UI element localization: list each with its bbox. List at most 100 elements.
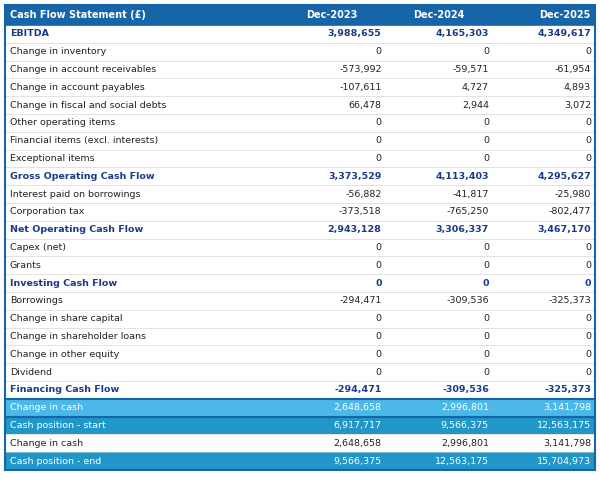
Text: -294,471: -294,471: [339, 296, 382, 305]
Text: Grants: Grants: [10, 261, 42, 270]
Text: -373,518: -373,518: [339, 208, 382, 217]
Bar: [5, 399, 595, 417]
Text: Change in cash: Change in cash: [10, 439, 83, 448]
Bar: [5, 345, 595, 363]
Bar: [5, 150, 595, 167]
Text: 0: 0: [585, 118, 591, 127]
Bar: [5, 310, 595, 328]
Bar: [5, 239, 595, 256]
Text: 0: 0: [483, 261, 489, 270]
Text: -765,250: -765,250: [446, 208, 489, 217]
Text: Dividend: Dividend: [10, 368, 52, 377]
Text: 0: 0: [375, 278, 382, 287]
Text: -25,980: -25,980: [554, 190, 591, 199]
Bar: [5, 221, 595, 239]
Text: 3,141,798: 3,141,798: [543, 439, 591, 448]
Text: -325,373: -325,373: [544, 385, 591, 394]
Bar: [5, 274, 595, 292]
Text: 0: 0: [483, 314, 489, 323]
Bar: [5, 96, 595, 114]
Text: -294,471: -294,471: [334, 385, 382, 394]
Text: -309,536: -309,536: [442, 385, 489, 394]
Bar: [5, 452, 595, 470]
Bar: [5, 78, 595, 96]
Bar: [5, 435, 595, 452]
Text: EBITDA: EBITDA: [10, 29, 49, 38]
Text: 0: 0: [376, 368, 382, 377]
Bar: [5, 167, 595, 185]
Text: Change in shareholder loans: Change in shareholder loans: [10, 332, 146, 341]
Text: 3,072: 3,072: [564, 101, 591, 110]
Text: -802,477: -802,477: [548, 208, 591, 217]
Text: Cash position - start: Cash position - start: [10, 421, 106, 430]
Text: 2,944: 2,944: [462, 101, 489, 110]
Text: 0: 0: [376, 47, 382, 56]
Text: 0: 0: [376, 332, 382, 341]
Text: 0: 0: [585, 350, 591, 359]
Text: 3,467,170: 3,467,170: [538, 225, 591, 234]
Text: 0: 0: [585, 154, 591, 163]
Text: 0: 0: [585, 243, 591, 252]
Bar: [5, 292, 595, 310]
Text: 0: 0: [585, 136, 591, 145]
Text: Borrowings: Borrowings: [10, 296, 63, 305]
Text: 15,704,973: 15,704,973: [537, 457, 591, 466]
Bar: [5, 256, 595, 274]
Bar: [5, 363, 595, 381]
Text: 0: 0: [376, 154, 382, 163]
Text: Change in account payables: Change in account payables: [10, 83, 145, 92]
Text: 0: 0: [483, 350, 489, 359]
Bar: [5, 43, 595, 60]
Text: 66,478: 66,478: [349, 101, 382, 110]
Text: Net Operating Cash Flow: Net Operating Cash Flow: [10, 225, 143, 234]
Text: Change in fiscal and social debts: Change in fiscal and social debts: [10, 101, 166, 110]
Text: Change in cash: Change in cash: [10, 403, 83, 412]
Text: 4,165,303: 4,165,303: [436, 29, 489, 38]
Text: 0: 0: [483, 154, 489, 163]
Text: Change in inventory: Change in inventory: [10, 47, 106, 56]
Bar: [5, 25, 595, 43]
Bar: [5, 203, 595, 221]
Text: -59,571: -59,571: [452, 65, 489, 74]
Text: 2,648,658: 2,648,658: [334, 439, 382, 448]
Text: Dec-2024: Dec-2024: [413, 10, 465, 20]
Text: 0: 0: [585, 332, 591, 341]
Text: Gross Operating Cash Flow: Gross Operating Cash Flow: [10, 172, 155, 181]
Bar: [5, 417, 595, 435]
Text: 0: 0: [376, 136, 382, 145]
Text: Financial items (excl. interests): Financial items (excl. interests): [10, 136, 158, 145]
Text: 0: 0: [376, 350, 382, 359]
Text: -56,882: -56,882: [345, 190, 382, 199]
Text: 6,917,717: 6,917,717: [334, 421, 382, 430]
Text: 3,141,798: 3,141,798: [543, 403, 591, 412]
Text: -309,536: -309,536: [446, 296, 489, 305]
Text: Change in account receivables: Change in account receivables: [10, 65, 156, 74]
Text: Cash Flow Statement (£): Cash Flow Statement (£): [10, 10, 146, 20]
Text: 2,996,801: 2,996,801: [441, 403, 489, 412]
Text: 0: 0: [483, 136, 489, 145]
Bar: [5, 185, 595, 203]
Text: 0: 0: [585, 368, 591, 377]
Text: 4,349,617: 4,349,617: [537, 29, 591, 38]
Text: Corporation tax: Corporation tax: [10, 208, 85, 217]
Text: 4,893: 4,893: [564, 83, 591, 92]
Text: 3,306,337: 3,306,337: [436, 225, 489, 234]
Text: 0: 0: [584, 278, 591, 287]
Text: Other operating items: Other operating items: [10, 118, 115, 127]
Text: 0: 0: [376, 243, 382, 252]
Text: 0: 0: [585, 261, 591, 270]
Text: Financing Cash Flow: Financing Cash Flow: [10, 385, 119, 394]
Text: 12,563,175: 12,563,175: [435, 457, 489, 466]
Text: 0: 0: [376, 314, 382, 323]
Text: -325,373: -325,373: [548, 296, 591, 305]
Bar: [5, 328, 595, 345]
Text: -41,817: -41,817: [452, 190, 489, 199]
Text: 4,113,403: 4,113,403: [436, 172, 489, 181]
Text: Change in other equity: Change in other equity: [10, 350, 119, 359]
Text: Exceptional items: Exceptional items: [10, 154, 95, 163]
Text: Dec-2023: Dec-2023: [306, 10, 358, 20]
Text: Investing Cash Flow: Investing Cash Flow: [10, 278, 117, 287]
Text: 2,943,128: 2,943,128: [328, 225, 382, 234]
Text: 9,566,375: 9,566,375: [441, 421, 489, 430]
Text: 0: 0: [483, 47, 489, 56]
